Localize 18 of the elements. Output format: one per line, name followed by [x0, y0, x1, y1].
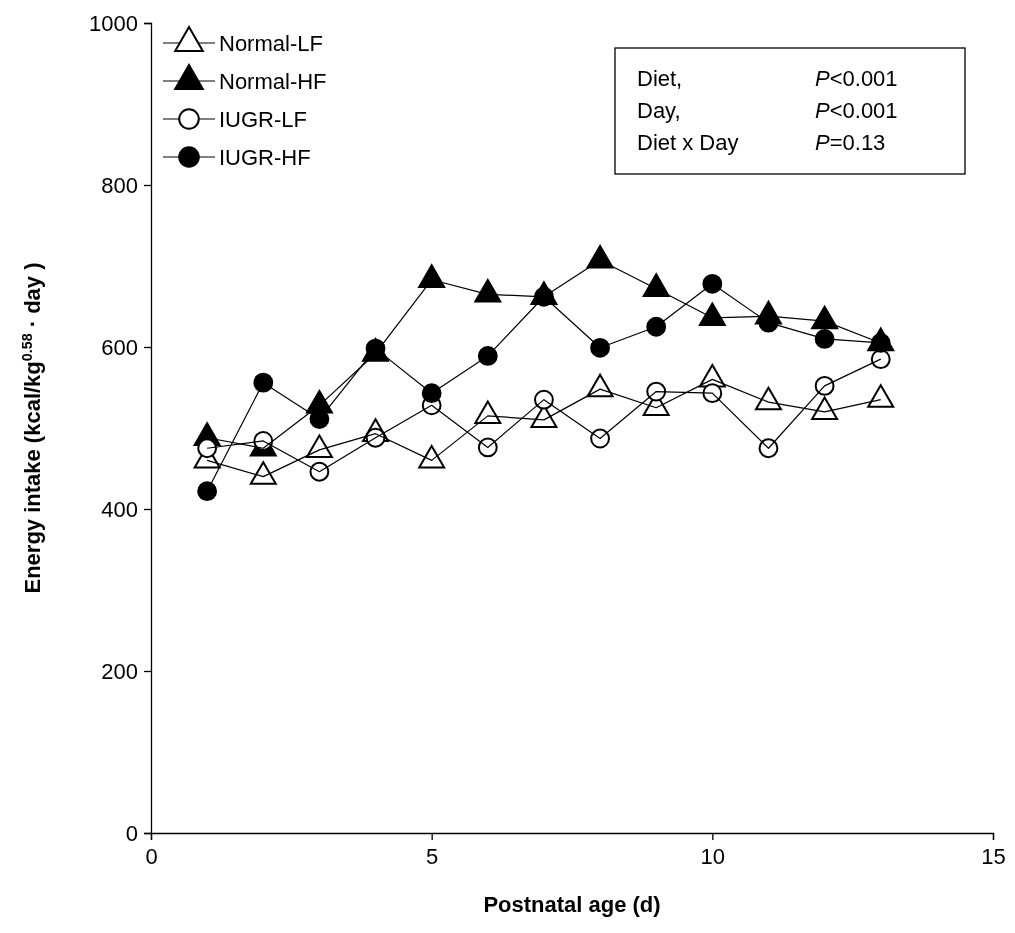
y-tick-label: 400	[101, 496, 138, 522]
x-tick-label: 10	[700, 843, 726, 869]
x-tick-label: 5	[426, 843, 439, 869]
text: Day, P<0.001	[637, 98, 898, 123]
legend-label: IUGR-HF	[219, 144, 311, 170]
x-tick-label: 15	[981, 843, 1006, 869]
y-tick-label: 200	[101, 658, 138, 684]
text: Diet, P<0.001	[637, 66, 898, 91]
y-tick-label: 0	[125, 820, 138, 846]
legend-label: Normal-LF	[219, 30, 323, 56]
legend-label: IUGR-LF	[219, 106, 307, 132]
y-tick-label: 800	[101, 172, 138, 198]
y-tick-label: 1000	[89, 10, 138, 36]
x-axis-title: Postnatal age (d)	[483, 892, 661, 917]
legend-label: Normal-HF	[219, 68, 327, 94]
y-tick-label: 600	[101, 334, 138, 360]
x-tick-label: 0	[145, 843, 158, 869]
text: Diet x Day P=0.13	[637, 130, 886, 155]
